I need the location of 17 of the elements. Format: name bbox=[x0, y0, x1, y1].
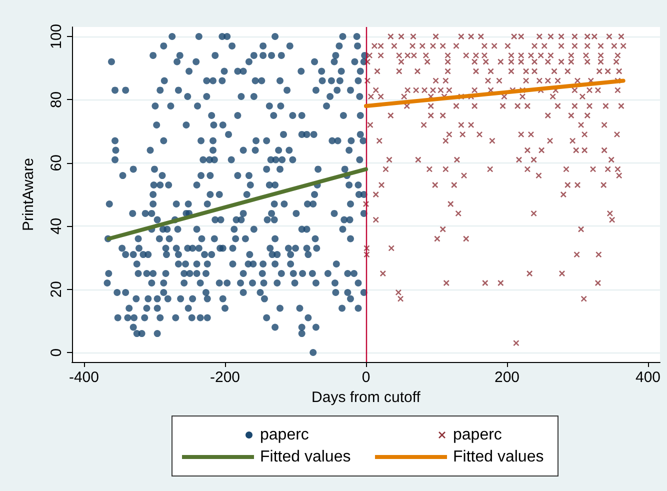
y-tick-label: 60 bbox=[48, 154, 65, 172]
x-tick-label: -400 bbox=[68, 369, 99, 386]
legend-label: Fitted values bbox=[260, 448, 351, 466]
y-axis-title: PrintAware bbox=[20, 158, 37, 232]
y-tick-label: 100 bbox=[48, 24, 65, 49]
y-tick-label: 20 bbox=[48, 280, 65, 298]
x-tick-label: -200 bbox=[210, 369, 240, 386]
x-tick-label: 0 bbox=[362, 369, 370, 386]
y-tick-label: 0 bbox=[48, 348, 65, 357]
legend-label: Fitted values bbox=[453, 448, 544, 466]
x-tick-label: 200 bbox=[494, 369, 520, 386]
legend-label: paperc bbox=[260, 426, 309, 444]
x-tick-label: 400 bbox=[636, 369, 661, 386]
y-tick-label: 40 bbox=[48, 218, 65, 234]
x-axis-title: Days from cutoff bbox=[312, 388, 422, 406]
y-tick-label: 80 bbox=[48, 91, 65, 108]
legend-label: paperc bbox=[453, 426, 502, 444]
